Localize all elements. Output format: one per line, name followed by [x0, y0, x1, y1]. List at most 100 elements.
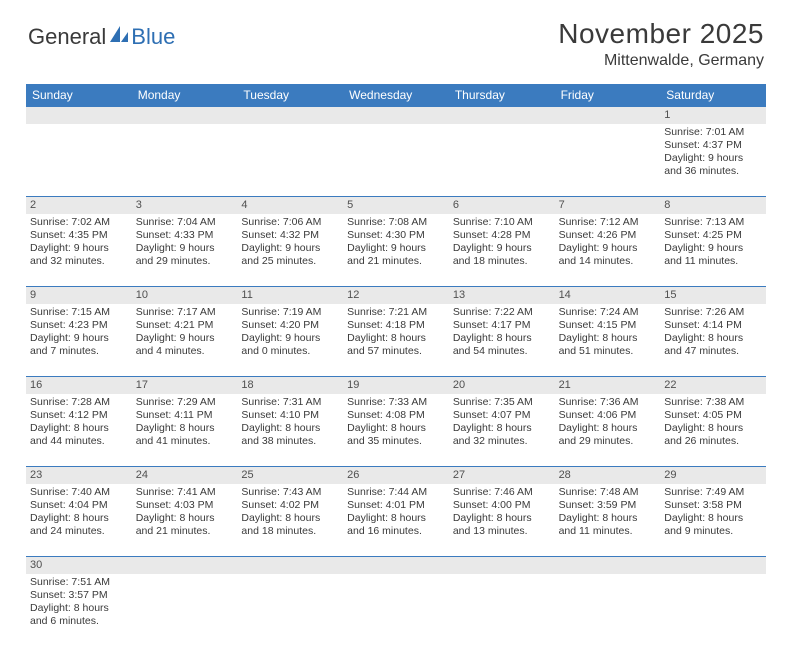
- daylight-text: Daylight: 9 hours: [453, 242, 551, 255]
- daylight-text-2: and 18 minutes.: [241, 525, 339, 538]
- calendar-cell: Sunrise: 7:36 AMSunset: 4:06 PMDaylight:…: [555, 394, 661, 466]
- daylight-text: Daylight: 8 hours: [136, 422, 234, 435]
- calendar-cell: Sunrise: 7:43 AMSunset: 4:02 PMDaylight:…: [237, 484, 343, 556]
- calendar-cell: [343, 574, 449, 646]
- daylight-text-2: and 11 minutes.: [559, 525, 657, 538]
- daylight-text: Daylight: 9 hours: [136, 242, 234, 255]
- sunrise-text: Sunrise: 7:12 AM: [559, 216, 657, 229]
- sunrise-text: Sunrise: 7:48 AM: [559, 486, 657, 499]
- sunrise-text: Sunrise: 7:21 AM: [347, 306, 445, 319]
- daylight-text-2: and 44 minutes.: [30, 435, 128, 448]
- daylight-text: Daylight: 9 hours: [664, 242, 762, 255]
- daylight-text-2: and 57 minutes.: [347, 345, 445, 358]
- day-number: 20: [449, 377, 555, 394]
- calendar-cell: Sunrise: 7:19 AMSunset: 4:20 PMDaylight:…: [237, 304, 343, 376]
- sunrise-text: Sunrise: 7:29 AM: [136, 396, 234, 409]
- daylight-text-2: and 54 minutes.: [453, 345, 551, 358]
- sunrise-text: Sunrise: 7:41 AM: [136, 486, 234, 499]
- day-number: 15: [660, 287, 766, 304]
- day-number: 28: [555, 467, 661, 484]
- daylight-text: Daylight: 8 hours: [241, 512, 339, 525]
- sunrise-text: Sunrise: 7:33 AM: [347, 396, 445, 409]
- daylight-text: Daylight: 9 hours: [30, 332, 128, 345]
- daylight-text: Daylight: 8 hours: [664, 422, 762, 435]
- day-number: [449, 557, 555, 574]
- day-number: [660, 557, 766, 574]
- weekday-label: Wednesday: [343, 84, 449, 107]
- sunrise-text: Sunrise: 7:43 AM: [241, 486, 339, 499]
- sunset-text: Sunset: 4:23 PM: [30, 319, 128, 332]
- calendar-cell: Sunrise: 7:38 AMSunset: 4:05 PMDaylight:…: [660, 394, 766, 466]
- sunrise-text: Sunrise: 7:19 AM: [241, 306, 339, 319]
- calendar-cell: [449, 574, 555, 646]
- day-number: 9: [26, 287, 132, 304]
- daylight-text: Daylight: 9 hours: [30, 242, 128, 255]
- daylight-text: Daylight: 9 hours: [136, 332, 234, 345]
- calendar-cell: Sunrise: 7:31 AMSunset: 4:10 PMDaylight:…: [237, 394, 343, 466]
- daylight-text: Daylight: 8 hours: [453, 512, 551, 525]
- weekday-label: Saturday: [660, 84, 766, 107]
- location-label: Mittenwalde, Germany: [558, 52, 764, 70]
- sunrise-text: Sunrise: 7:26 AM: [664, 306, 762, 319]
- sunset-text: Sunset: 4:17 PM: [453, 319, 551, 332]
- calendar-week: Sunrise: 7:28 AMSunset: 4:12 PMDaylight:…: [26, 394, 766, 467]
- day-number: 16: [26, 377, 132, 394]
- daylight-text: Daylight: 8 hours: [347, 422, 445, 435]
- weekday-label: Friday: [555, 84, 661, 107]
- sunrise-text: Sunrise: 7:24 AM: [559, 306, 657, 319]
- daylight-text: Daylight: 8 hours: [347, 512, 445, 525]
- sunset-text: Sunset: 4:18 PM: [347, 319, 445, 332]
- brand-part1: General: [28, 24, 106, 50]
- calendar-cell: Sunrise: 7:46 AMSunset: 4:00 PMDaylight:…: [449, 484, 555, 556]
- calendar-cell: Sunrise: 7:22 AMSunset: 4:17 PMDaylight:…: [449, 304, 555, 376]
- calendar-cell: [26, 124, 132, 196]
- day-number: 4: [237, 197, 343, 214]
- sunset-text: Sunset: 4:05 PM: [664, 409, 762, 422]
- daylight-text-2: and 32 minutes.: [453, 435, 551, 448]
- sunset-text: Sunset: 4:35 PM: [30, 229, 128, 242]
- day-number: 21: [555, 377, 661, 394]
- day-number: 26: [343, 467, 449, 484]
- sunrise-text: Sunrise: 7:01 AM: [664, 126, 762, 139]
- sunset-text: Sunset: 3:57 PM: [30, 589, 128, 602]
- day-number: 10: [132, 287, 238, 304]
- sunrise-text: Sunrise: 7:44 AM: [347, 486, 445, 499]
- day-number: 27: [449, 467, 555, 484]
- title-block: November 2025 Mittenwalde, Germany: [558, 18, 764, 70]
- daylight-text-2: and 41 minutes.: [136, 435, 234, 448]
- calendar-cell: Sunrise: 7:06 AMSunset: 4:32 PMDaylight:…: [237, 214, 343, 286]
- daylight-text-2: and 35 minutes.: [347, 435, 445, 448]
- calendar-cell: Sunrise: 7:01 AMSunset: 4:37 PMDaylight:…: [660, 124, 766, 196]
- day-number: 19: [343, 377, 449, 394]
- sunset-text: Sunset: 4:37 PM: [664, 139, 762, 152]
- daynum-row: 16171819202122: [26, 377, 766, 394]
- calendar-week: Sunrise: 7:40 AMSunset: 4:04 PMDaylight:…: [26, 484, 766, 557]
- daylight-text-2: and 21 minutes.: [347, 255, 445, 268]
- calendar-cell: Sunrise: 7:28 AMSunset: 4:12 PMDaylight:…: [26, 394, 132, 466]
- sunset-text: Sunset: 4:30 PM: [347, 229, 445, 242]
- day-number: [555, 107, 661, 124]
- day-number: 12: [343, 287, 449, 304]
- sunrise-text: Sunrise: 7:13 AM: [664, 216, 762, 229]
- calendar-cell: Sunrise: 7:10 AMSunset: 4:28 PMDaylight:…: [449, 214, 555, 286]
- calendar-cell: [237, 574, 343, 646]
- calendar-cell: Sunrise: 7:13 AMSunset: 4:25 PMDaylight:…: [660, 214, 766, 286]
- day-number: 7: [555, 197, 661, 214]
- day-number: 30: [26, 557, 132, 574]
- daynum-row: 9101112131415: [26, 287, 766, 304]
- daylight-text-2: and 18 minutes.: [453, 255, 551, 268]
- calendar-cell: Sunrise: 7:51 AMSunset: 3:57 PMDaylight:…: [26, 574, 132, 646]
- sunrise-text: Sunrise: 7:49 AM: [664, 486, 762, 499]
- sunrise-text: Sunrise: 7:06 AM: [241, 216, 339, 229]
- day-number: 11: [237, 287, 343, 304]
- calendar-cell: Sunrise: 7:33 AMSunset: 4:08 PMDaylight:…: [343, 394, 449, 466]
- daylight-text-2: and 24 minutes.: [30, 525, 128, 538]
- calendar-cell: [660, 574, 766, 646]
- weekday-header: SundayMondayTuesdayWednesdayThursdayFrid…: [26, 84, 766, 107]
- sunrise-text: Sunrise: 7:46 AM: [453, 486, 551, 499]
- day-number: 8: [660, 197, 766, 214]
- sunset-text: Sunset: 4:21 PM: [136, 319, 234, 332]
- day-number: 24: [132, 467, 238, 484]
- sunset-text: Sunset: 4:01 PM: [347, 499, 445, 512]
- daylight-text-2: and 29 minutes.: [136, 255, 234, 268]
